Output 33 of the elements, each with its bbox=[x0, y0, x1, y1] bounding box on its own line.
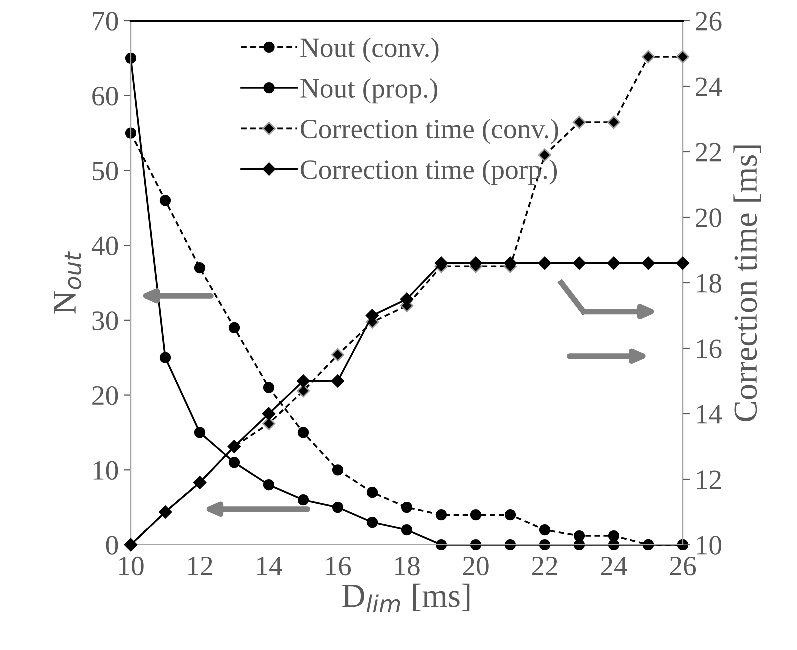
y-tick-label: 40 bbox=[92, 236, 118, 256]
y2-tick-label: 12 bbox=[697, 470, 722, 490]
legend-label: Correction time (conv.) bbox=[300, 119, 558, 144]
y2-axis-title: Correction time [ms] bbox=[734, 146, 762, 422]
x-tick-label: 22 bbox=[532, 556, 558, 576]
y-tick-label: 30 bbox=[92, 312, 118, 330]
x-tick-label: 20 bbox=[463, 556, 489, 576]
legend-label: Nout (conv.) bbox=[300, 38, 439, 64]
y-tick-label: 0 bbox=[106, 536, 118, 555]
y2-tick-label: 24 bbox=[696, 78, 722, 96]
y2-tick-label: 20 bbox=[696, 208, 722, 228]
x-axis-title: D$_{lim}$ [ms] bbox=[342, 584, 470, 612]
y2-tick-label: 16 bbox=[697, 340, 722, 358]
x-tick-label: 10 bbox=[120, 556, 144, 576]
x-tick-label: 16 bbox=[326, 556, 352, 576]
y-tick-label: 70 bbox=[93, 12, 118, 31]
y-tick-label: 20 bbox=[92, 386, 118, 406]
y2-tick-label: 10 bbox=[697, 536, 722, 555]
y-tick-label: 10 bbox=[94, 461, 118, 480]
x-tick-label: 26 bbox=[670, 556, 696, 576]
legend-label: Nout (prop.) bbox=[300, 78, 438, 104]
x-tick-label: 18 bbox=[396, 556, 420, 576]
y2-tick-label: 18 bbox=[697, 274, 722, 293]
x-tick-label: 12 bbox=[188, 556, 212, 576]
x-tick-label: 14 bbox=[258, 557, 282, 576]
y2-tick-label: 22 bbox=[696, 143, 722, 162]
y-tick-label: 60 bbox=[92, 87, 118, 106]
y2-tick-label: 14 bbox=[697, 405, 722, 424]
y-axis-title: N$_{out}$ bbox=[54, 252, 82, 314]
y2-tick-label: 26 bbox=[696, 12, 722, 31]
legend-label: Correction time (porp.) bbox=[300, 160, 558, 185]
y-tick-label: 50 bbox=[93, 162, 118, 181]
x-tick-label: 24 bbox=[601, 556, 628, 576]
